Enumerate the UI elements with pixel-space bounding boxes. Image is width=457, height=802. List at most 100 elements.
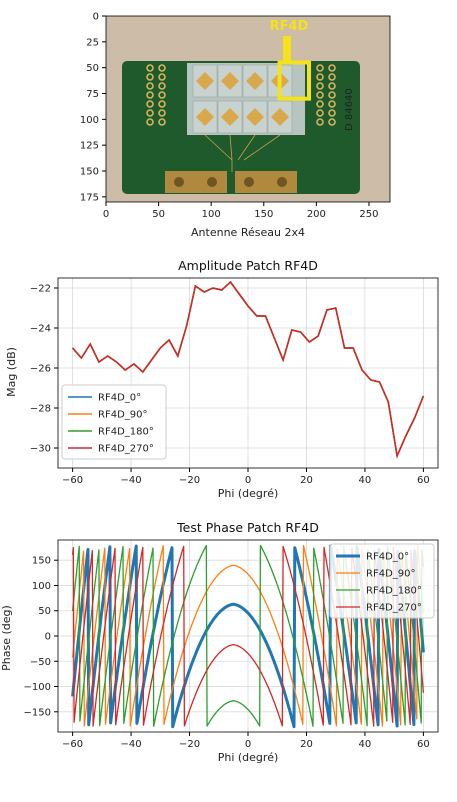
phase-series-line xyxy=(71,544,425,727)
photo-axes: 0 50 100 150 200 250 0 25 50 75 100 125 150 175 xyxy=(80,12,391,220)
photo-ytick-label: 175 xyxy=(80,192,99,203)
phase-xtick-label: −20 xyxy=(179,739,200,750)
via xyxy=(158,100,166,108)
amplitude-ytick-label: −26 xyxy=(30,364,51,375)
via xyxy=(146,109,154,117)
photo-xtick-label: 100 xyxy=(202,209,221,220)
rf4d-arrow xyxy=(283,36,291,63)
phase-xtick-label: −60 xyxy=(62,739,83,750)
phase-ytick-label: −150 xyxy=(24,707,51,718)
amplitude-ytick-label: −30 xyxy=(30,444,51,455)
via xyxy=(158,118,166,126)
patch-element xyxy=(246,108,264,126)
via xyxy=(146,64,154,72)
amplitude-legend-label: RF4D_0° xyxy=(98,393,141,404)
via xyxy=(328,100,336,108)
phase-ytick-label: 50 xyxy=(38,606,51,617)
rf4d-annotation: RF4D xyxy=(270,19,309,34)
patch-element xyxy=(196,72,214,90)
via xyxy=(316,73,324,81)
amplitude-xtick-label: 40 xyxy=(359,475,372,486)
via-pads xyxy=(146,64,336,126)
via xyxy=(316,64,324,72)
phase-legend-label: RF4D_0° xyxy=(366,552,409,563)
via xyxy=(328,109,336,117)
photo-xtick-label: 0 xyxy=(103,209,109,220)
via xyxy=(146,118,154,126)
patch-array xyxy=(192,64,293,134)
phase-series-line xyxy=(71,545,425,727)
amplitude-legend-label: RF4D_270° xyxy=(98,444,154,455)
amplitude-ylabel: Mag (dB) xyxy=(5,347,18,397)
via xyxy=(316,82,324,90)
patch-element xyxy=(271,108,289,126)
photo-xtick-label: 200 xyxy=(307,209,326,220)
amplitude-ytick-label: −22 xyxy=(30,284,51,295)
via xyxy=(146,100,154,108)
phase-ylabel: Phase (deg) xyxy=(0,605,13,671)
amplitude-xtick-label: −40 xyxy=(121,475,142,486)
amplitude-xlabel: Phi (degré) xyxy=(218,487,279,500)
phase-legend-label: RF4D_90° xyxy=(366,569,416,580)
via xyxy=(328,82,336,90)
via xyxy=(158,91,166,99)
phase-legend-box xyxy=(329,543,435,619)
photo-ytick-label: 125 xyxy=(80,141,99,152)
phase-frame xyxy=(57,539,439,733)
photo-ytick-label: 50 xyxy=(86,63,99,74)
phase-chart: −60 −40 −20 0 20 40 60 150 100 50 0 −50 −100 −150 Tes… xyxy=(0,520,439,764)
phase-xlabel: Phi (degré) xyxy=(218,751,279,764)
photo-ytick-label: 100 xyxy=(80,115,99,126)
amplitude-frame xyxy=(57,277,439,469)
amplitude-legend-label: RF4D_180° xyxy=(98,427,154,438)
patch-element xyxy=(246,72,264,90)
via xyxy=(328,118,336,126)
patch-element xyxy=(196,108,214,126)
photo-ytick-label: 75 xyxy=(86,89,99,100)
via xyxy=(316,91,324,99)
svg-text:D 84640: D 84640 xyxy=(344,88,355,131)
amplitude-chart: −60 −40 −20 0 20 40 60 −22 −24 −26 −28 −30 Amplitud… xyxy=(5,258,439,500)
phase-ytick-label: 150 xyxy=(32,556,51,567)
via xyxy=(316,118,324,126)
amplitude-xtick-label: 0 xyxy=(245,475,251,486)
phase-ytick-label: 100 xyxy=(32,581,51,592)
phase-legend-label: RF4D_180° xyxy=(366,586,422,597)
via xyxy=(316,100,324,108)
via xyxy=(146,73,154,81)
feed-lines xyxy=(204,134,281,172)
amplitude-legend: RF4D_0° RF4D_90° RF4D_180° RF4D_270° xyxy=(61,384,167,460)
amplitude-xtick-label: 20 xyxy=(300,475,313,486)
amplitude-legend-label: RF4D_90° xyxy=(98,410,148,421)
photo-xtick-label: 150 xyxy=(254,209,273,220)
amplitude-ytick-label: −24 xyxy=(30,324,51,335)
connector-left xyxy=(165,171,227,193)
via xyxy=(158,73,166,81)
via xyxy=(316,109,324,117)
phase-ytick-label: −100 xyxy=(24,682,51,693)
phase-legend: RF4D_0° RF4D_90° RF4D_180° RF4D_270° xyxy=(329,543,435,619)
via xyxy=(146,82,154,90)
photo-xtick-label: 50 xyxy=(152,209,165,220)
phase-xtick-label: 40 xyxy=(359,739,372,750)
photo-xtick-label: 250 xyxy=(359,209,378,220)
patch-element xyxy=(221,72,239,90)
phase-xtick-label: −40 xyxy=(121,739,142,750)
via xyxy=(158,82,166,90)
photo-ytick-label: 25 xyxy=(86,37,99,48)
phase-ytick-label: −50 xyxy=(30,657,51,668)
via xyxy=(328,91,336,99)
via xyxy=(328,64,336,72)
photo-frame xyxy=(105,15,391,203)
via xyxy=(158,64,166,72)
rf4d-highlight-box xyxy=(277,60,312,101)
phase-xtick-label: 60 xyxy=(417,739,430,750)
via xyxy=(146,91,154,99)
via xyxy=(328,73,336,81)
amplitude-xtick-label: −60 xyxy=(62,475,83,486)
phase-ytick-label: 0 xyxy=(45,632,51,643)
photo-xlabel: Antenne Réseau 2x4 xyxy=(191,226,305,239)
amplitude-series-line xyxy=(72,280,425,459)
amplitude-legend-box xyxy=(61,384,167,460)
